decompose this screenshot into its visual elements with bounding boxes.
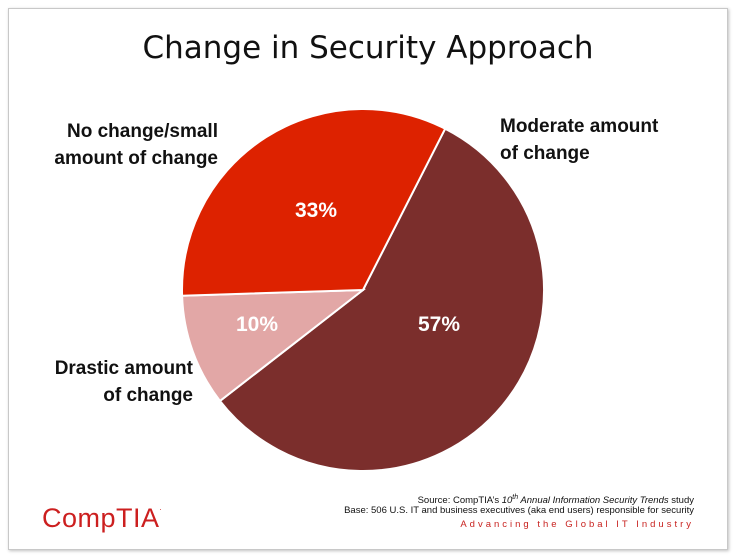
source-study-name: Annual Information Security Trends bbox=[518, 495, 669, 507]
source-suffix: study bbox=[668, 495, 694, 507]
tagline: Advancing the Global IT Industry bbox=[460, 519, 694, 530]
source-ordinal: 10 bbox=[501, 495, 513, 507]
chart-title: Change in Security Approach bbox=[142, 30, 594, 66]
label-line: No change/small bbox=[67, 121, 218, 142]
label-line: amount of change bbox=[54, 148, 218, 169]
label-line: Moderate amount bbox=[500, 116, 659, 137]
data-label-no-change: 33% bbox=[295, 199, 337, 222]
label-line: of change bbox=[500, 143, 590, 164]
source-prefix: Source: CompTIA’s bbox=[417, 495, 502, 507]
logo-mark: . bbox=[159, 503, 163, 512]
logo-text: CompTIA bbox=[42, 503, 160, 533]
pie-slice-no-change bbox=[181, 108, 447, 297]
base-note: Base: 506 U.S. IT and business executive… bbox=[344, 505, 694, 516]
label-line: of change bbox=[103, 385, 193, 406]
legend-label-drastic: Drastic amount of change bbox=[28, 355, 193, 409]
data-label-moderate: 57% bbox=[418, 313, 460, 336]
legend-label-no-change: No change/small amount of change bbox=[44, 118, 218, 172]
label-line: Drastic amount bbox=[54, 358, 193, 379]
pie-slice-drastic bbox=[181, 288, 367, 403]
source-ordinal-suffix: th bbox=[512, 494, 519, 501]
data-label-drastic: 10% bbox=[236, 313, 278, 336]
pie-slice-moderate bbox=[218, 127, 545, 472]
legend-label-moderate: Moderate amount of change bbox=[500, 113, 700, 167]
comptia-logo: CompTIA. bbox=[42, 503, 162, 534]
source-note: Source: CompTIA’s 10th Annual Informatio… bbox=[174, 491, 694, 507]
